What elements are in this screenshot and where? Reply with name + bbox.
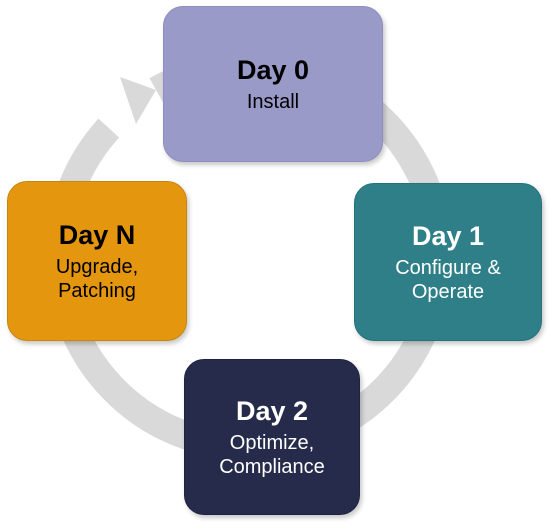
stage-title: Day 1: [411, 221, 485, 251]
stage-title: Day N: [58, 220, 136, 250]
stage-description-line: Install: [246, 91, 300, 113]
stage-day-n: Day N Upgrade, Patching: [7, 181, 187, 341]
stage-description-line: Configure &: [395, 257, 501, 279]
stage-description-line: Operate: [411, 281, 485, 303]
stage-title: Day 2: [235, 396, 309, 426]
stage-description-line: Optimize,: [229, 432, 315, 454]
stage-description-line: Compliance: [219, 456, 325, 478]
stage-description-line: Patching: [58, 280, 136, 302]
stage-title: Day 0: [236, 55, 310, 85]
stage-day-2: Day 2 Optimize, Compliance: [184, 359, 360, 515]
stage-description-line: Upgrade,: [55, 256, 139, 278]
cycle-arrowhead-icon: [120, 77, 156, 124]
stage-day-1: Day 1 Configure & Operate: [354, 183, 542, 341]
stage-day-0: Day 0 Install: [163, 6, 383, 162]
